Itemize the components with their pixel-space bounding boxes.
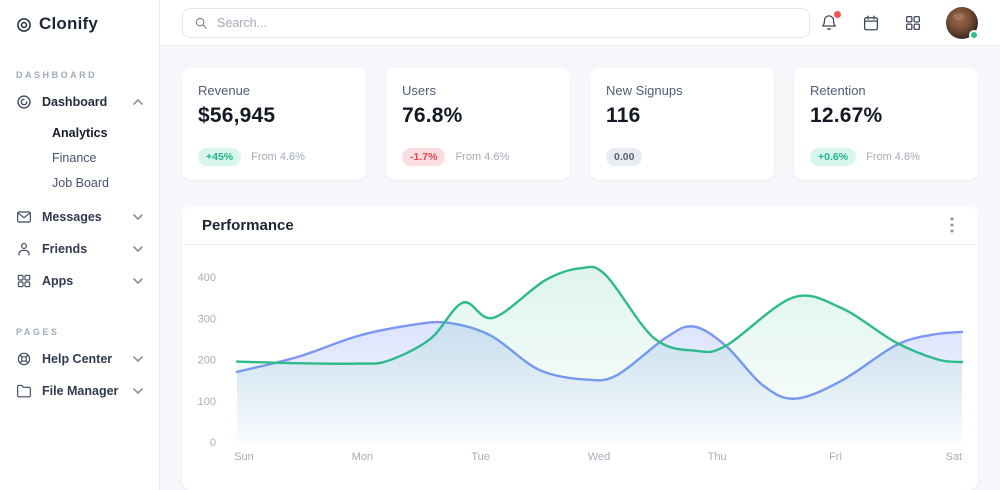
topbar-actions	[820, 6, 979, 40]
topbar	[160, 0, 1000, 46]
brand-logo[interactable]: Clonify	[16, 14, 143, 34]
stat-value: 76.8%	[402, 104, 463, 127]
series-green-area	[237, 266, 962, 442]
performance-chart: 0 100 200 300 400 Sun Mon Tue Wed Thu Fri Sat	[198, 265, 964, 463]
search-icon	[194, 16, 208, 30]
stat-card-retention[interactable]: Retention 12.67% +0.6% From 4.6%	[794, 68, 978, 180]
sidebar-item-apps[interactable]: Apps	[16, 265, 143, 297]
lifebuoy-icon	[16, 351, 32, 367]
brand-name: Clonify	[39, 14, 99, 33]
x-axis-tick-label: Tue	[471, 451, 490, 463]
sidebar-item-label: Help Center	[42, 352, 113, 366]
apps-grid-icon	[905, 15, 921, 30]
sidebar-item-finance[interactable]: Finance	[52, 150, 97, 165]
section-label-pages: PAGES	[16, 327, 60, 337]
clonify-logo-icon	[16, 16, 32, 32]
y-axis-tick-label: 200	[198, 355, 216, 367]
y-axis-tick-label: 400	[198, 272, 216, 284]
sidebar-item-help-center[interactable]: Help Center	[16, 343, 143, 375]
stat-cards-row: Revenue $56,945 +45% From 4.6% Users 76.…	[182, 68, 978, 180]
more-options-button[interactable]	[946, 213, 958, 237]
x-axis-tick-label: Sun	[234, 451, 254, 463]
sidebar-item-friends[interactable]: Friends	[16, 233, 143, 265]
stat-note: From 4.6%	[251, 151, 305, 163]
kebab-menu-icon	[950, 217, 954, 233]
chevron-down-icon	[133, 214, 143, 220]
x-axis-tick-label: Thu	[708, 451, 727, 463]
notification-dot	[834, 10, 841, 18]
sidebar-item-analytics[interactable]: Analytics	[52, 125, 108, 140]
series-green-line	[235, 265, 964, 365]
stat-card-new-signups[interactable]: New Signups 116 0.00	[590, 68, 774, 180]
sidebar: Clonify DASHBOARD Dashboard Analytics Fi…	[0, 0, 160, 490]
y-axis-tick-label: 100	[198, 396, 216, 408]
folder-icon	[16, 383, 32, 399]
sidebar-item-label: Messages	[42, 210, 102, 224]
sidebar-item-dashboard[interactable]: Dashboard	[16, 86, 143, 118]
sidebar-item-label: File Manager	[42, 384, 119, 398]
x-axis-tick-label: Sat	[946, 451, 963, 463]
sidebar-item-label: Friends	[42, 242, 88, 256]
search-box[interactable]	[182, 7, 810, 38]
stat-title: Revenue	[198, 83, 251, 98]
performance-panel-header: Performance	[182, 206, 978, 245]
main-content: Revenue $56,945 +45% From 4.6% Users 76.…	[160, 46, 1000, 490]
chevron-down-icon	[133, 388, 143, 394]
chevron-down-icon	[133, 356, 143, 362]
status-badge: +45%	[198, 148, 242, 166]
section-label-dashboard: DASHBOARD	[16, 70, 98, 80]
stat-title: New Signups	[606, 83, 683, 98]
x-axis-tick-label: Fri	[829, 451, 842, 463]
notifications-button[interactable]	[820, 10, 841, 32]
chevron-up-icon	[133, 99, 143, 105]
search-input[interactable]	[217, 15, 798, 30]
apps-launcher-button[interactable]	[904, 14, 922, 32]
y-axis-tick-label: 300	[198, 313, 216, 325]
chevron-down-icon	[133, 246, 143, 252]
dashboard-swirl-icon	[16, 94, 32, 110]
sidebar-item-messages[interactable]: Messages	[16, 201, 143, 233]
stat-note: From 4.6%	[866, 151, 920, 163]
x-axis-tick-label: Wed	[588, 451, 610, 463]
online-status-dot	[969, 29, 979, 40]
calendar-icon	[863, 14, 879, 30]
stat-card-users[interactable]: Users 76.8% -1.7% From 4.6%	[386, 68, 570, 180]
sidebar-item-label: Dashboard	[42, 95, 108, 109]
stat-title: Retention	[810, 83, 866, 98]
stat-title: Users	[402, 83, 436, 98]
bell-icon	[821, 14, 837, 30]
y-axis-tick-label: 0	[210, 437, 216, 449]
stat-note: From 4.6%	[455, 151, 510, 163]
dashboard-subnav: Analytics Finance Job Board	[16, 118, 143, 201]
stat-card-revenue[interactable]: Revenue $56,945 +45% From 4.6%	[182, 68, 366, 180]
stat-value: $56,945	[198, 104, 276, 127]
sidebar-item-label: Apps	[42, 274, 74, 288]
status-badge: 0.00	[606, 148, 643, 166]
avatar[interactable]	[946, 6, 979, 40]
panel-title: Performance	[202, 216, 294, 234]
person-icon	[16, 241, 32, 257]
status-badge: -1.7%	[402, 148, 446, 166]
calendar-button[interactable]	[862, 14, 880, 32]
sidebar-item-job-board[interactable]: Job Board	[52, 175, 109, 190]
stat-value: 116	[606, 104, 641, 127]
performance-panel: Performance 0 100 200 300 400 Sun Mon Tue Wed Thu…	[182, 206, 978, 490]
envelope-icon	[16, 209, 32, 225]
x-axis-tick-label: Mon	[352, 451, 373, 463]
stat-value: 12.67%	[810, 104, 883, 127]
sidebar-item-file-manager[interactable]: File Manager	[16, 375, 143, 407]
grid-icon	[16, 273, 32, 289]
status-badge: +0.6%	[810, 148, 857, 166]
chevron-down-icon	[133, 278, 143, 284]
